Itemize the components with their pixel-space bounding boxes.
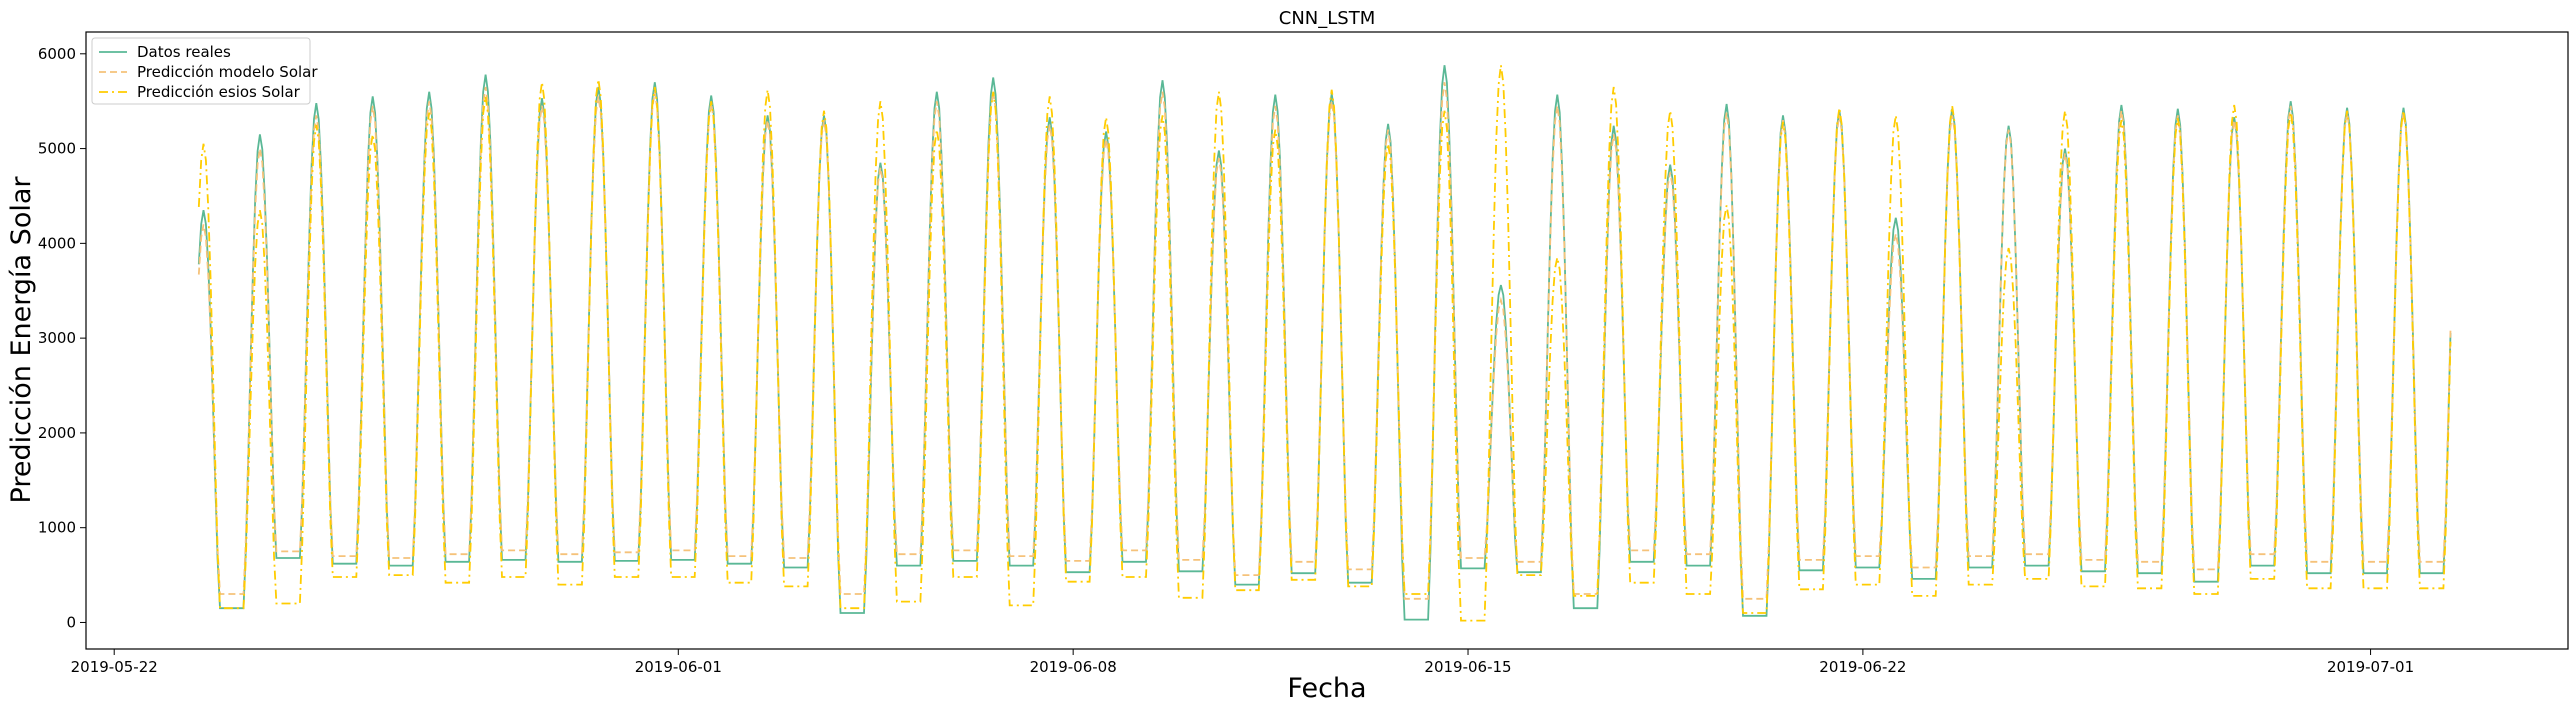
series-line-3 [197,65,2452,622]
y-tick-label-3: 2000 [38,424,76,442]
y-tick-label-5: 4000 [38,234,76,252]
y-axis: 0 1000 2000 3000 4000 5000 6000 [38,45,86,631]
y-tick-label-1: 0 [66,613,76,631]
x-tick-label-2: 2019-06-01 [635,658,722,676]
y-axis-label: Predicción Energía Solar [6,176,37,504]
series-line-2 [197,82,2452,600]
y-tick-label-4: 3000 [38,329,76,347]
legend-label-2: Predicción modelo Solar [137,63,318,81]
legend: Datos reales Predicción modelo Solar Predi… [91,37,318,105]
x-tick-label-6: 2019-07-01 [2327,658,2414,676]
x-axis-label: Fecha [1287,673,1366,704]
plot-area [197,65,2452,622]
x-tick-label-3: 2019-06-08 [1030,658,1117,676]
x-tick-label-4: 2019-06-15 [1424,658,1511,676]
y-tick-label-7: 6000 [38,45,76,63]
legend-box [91,37,311,105]
legend-label-1: Datos reales [137,43,231,61]
x-axis: 2019-05-22 2019-06-01 2019-06-08 2019-06-15… [71,649,2414,676]
y-tick-label-2: 1000 [38,519,76,537]
x-tick-label-5: 2019-06-22 [1819,658,1906,676]
legend-label-3: Predicción esios Solar [137,83,301,101]
x-tick-label-1: 2019-05-22 [71,658,158,676]
chart-title: CNN_LSTM [1279,8,1375,29]
y-tick-label-6: 5000 [38,140,76,158]
plot-frame [85,31,2569,650]
